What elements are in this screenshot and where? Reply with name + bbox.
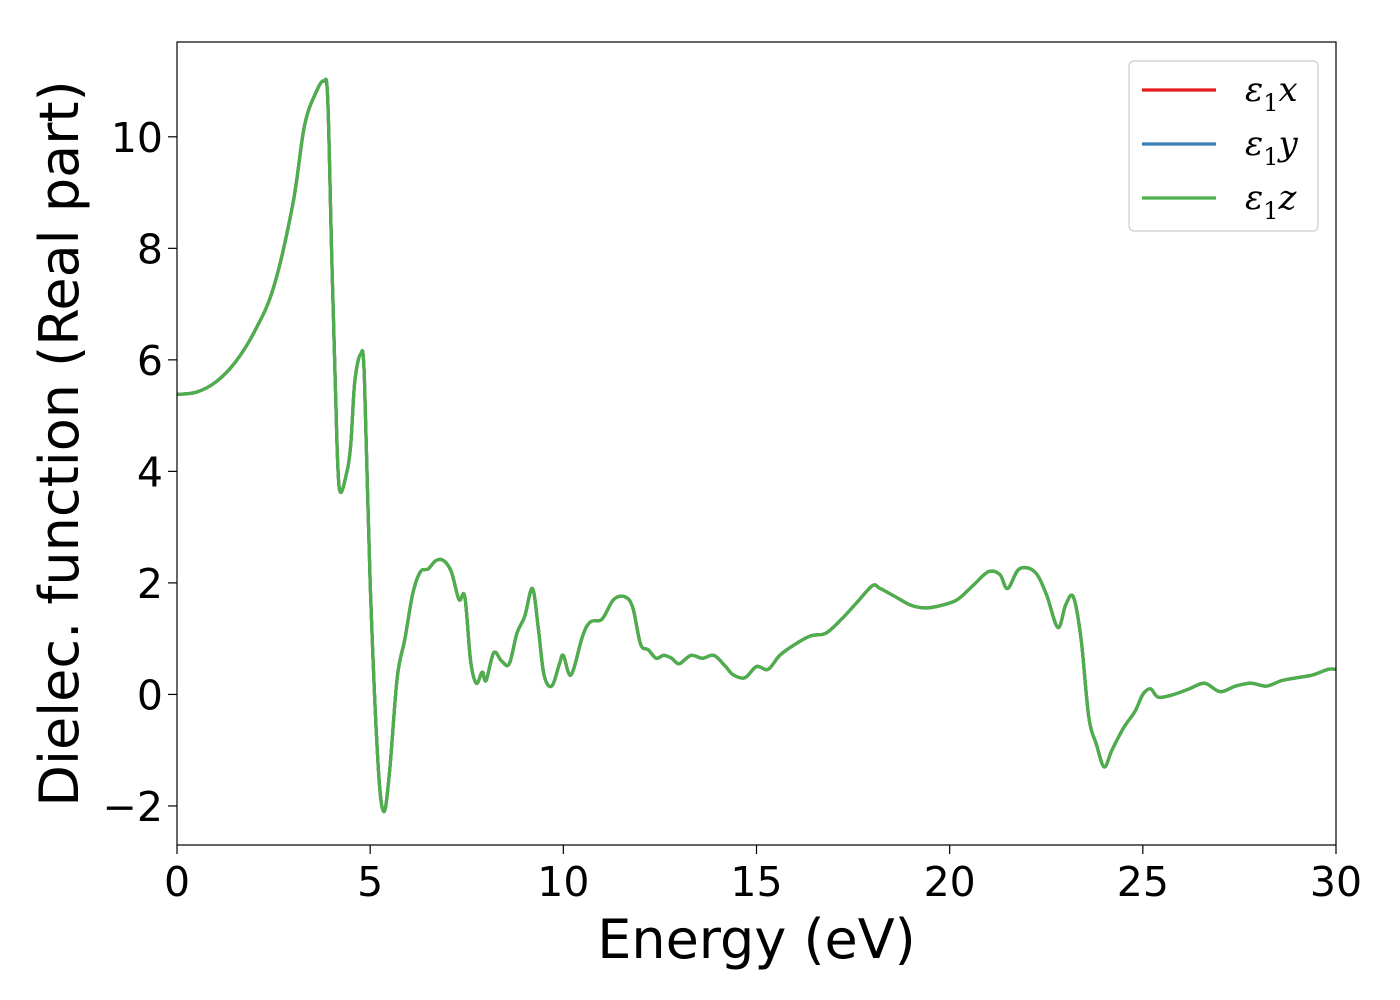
y-tick-label: 2 xyxy=(137,560,163,608)
y-tick-label: 0 xyxy=(137,671,163,719)
y-tick-label: 4 xyxy=(137,448,163,496)
legend-label-base: ε xyxy=(1245,70,1263,110)
x-axis-ticks: 0 5 10 15 20 25 30 xyxy=(164,845,1362,906)
legend-label-base: ε xyxy=(1245,178,1263,218)
x-tick-label: 10 xyxy=(537,858,589,906)
legend-label: ε1y xyxy=(1245,124,1299,171)
x-tick-label: 20 xyxy=(924,858,976,906)
x-tick-label: 5 xyxy=(357,858,383,906)
y-tick-label: 10 xyxy=(111,114,163,162)
legend-label: ε1x xyxy=(1245,70,1298,117)
legend-label-axis: y xyxy=(1277,124,1299,164)
y-axis-title: Dielec. function (Real part) xyxy=(28,80,91,806)
legend-label-axis: x xyxy=(1279,70,1298,110)
x-tick-label: 25 xyxy=(1117,858,1169,906)
y-tick-label: 8 xyxy=(137,225,163,273)
y-tick-label: 6 xyxy=(137,337,163,385)
legend-label-base: ε xyxy=(1245,124,1263,164)
legend-label-subscript: 1 xyxy=(1263,143,1278,171)
x-tick-label: 0 xyxy=(164,858,190,906)
legend-label-subscript: 1 xyxy=(1263,197,1278,225)
legend-label-subscript: 1 xyxy=(1263,89,1278,117)
legend-label-axis: z xyxy=(1278,178,1298,218)
y-tick-label: −2 xyxy=(103,783,163,831)
legend-label: ε1z xyxy=(1245,178,1298,225)
x-tick-label: 30 xyxy=(1310,858,1362,906)
y-axis-ticks: −2 0 2 4 6 8 10 xyxy=(103,114,177,831)
legend-box xyxy=(1128,60,1319,232)
x-axis-title: Energy (eV) xyxy=(597,908,916,971)
series-layer xyxy=(177,77,1336,814)
x-tick-label: 15 xyxy=(730,858,782,906)
series-line-3 xyxy=(177,77,1336,814)
